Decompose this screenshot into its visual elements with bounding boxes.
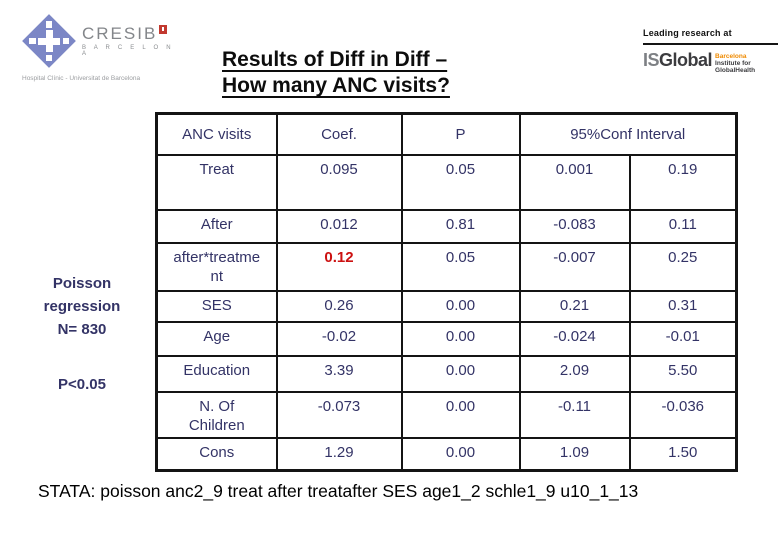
row-label: Treat: [155, 154, 278, 211]
ci-low-cell: 2.09: [518, 355, 631, 393]
model-label: Poisson regression: [43, 275, 121, 315]
ci-high-cell: 1.50: [628, 437, 738, 471]
stata-command: STATA: poisson anc2_9 treat after treata…: [38, 481, 639, 501]
table-row: SES 0.26 0.00 0.21 0.31: [155, 290, 738, 323]
isglobal-institute-line1: Institute for: [715, 60, 751, 67]
isglobal-logo: ISGlobal Barcelona Institute for GlobalH…: [643, 50, 780, 74]
p-cell: 0.00: [400, 391, 521, 439]
row-label: Cons: [155, 437, 278, 471]
p-cell: 0.00: [400, 290, 521, 323]
row-label: After: [155, 209, 278, 244]
pvalue-label: P<0.05: [58, 376, 106, 393]
p-cell: 0.81: [400, 209, 521, 244]
header-anc-visits: ANC visits: [155, 112, 278, 156]
table-row: After 0.012 0.81 -0.083 0.11: [155, 209, 738, 244]
coef-cell: 3.39: [275, 355, 403, 393]
isglobal-global: Global: [659, 50, 713, 70]
table-row: N. Of Children -0.073 0.00 -0.11 -0.036: [155, 391, 738, 439]
ci-high-cell: 0.19: [628, 154, 738, 211]
ci-high-cell: 0.25: [628, 242, 738, 292]
row-label: SES: [155, 290, 278, 323]
ci-high-cell: -0.036: [628, 391, 738, 439]
table-row: after*treatme nt 0.12 0.05 -0.007 0.25: [155, 242, 738, 292]
coef-cell: -0.02: [275, 321, 403, 357]
table-row: Treat 0.095 0.05 0.001 0.19: [155, 154, 738, 211]
ci-low-cell: -0.11: [518, 391, 631, 439]
header-coef: Coef.: [275, 112, 403, 156]
row-label: N. Of Children: [155, 391, 278, 439]
isglobal-is: IS: [643, 50, 660, 70]
cresib-mark-icon: [159, 25, 168, 34]
regression-annotation: Poisson regression N= 830 P<0.05: [18, 272, 146, 396]
ci-low-cell: 0.001: [518, 154, 631, 211]
row-label: Age: [155, 321, 278, 357]
p-cell: 0.00: [400, 321, 521, 357]
coef-cell: 0.012: [275, 209, 403, 244]
ci-high-cell: 0.11: [628, 209, 738, 244]
cresib-diamond-icon: [22, 14, 76, 68]
leading-research-label: Leading research at: [643, 28, 732, 38]
cresib-city: B A R C E L O N A: [82, 45, 174, 57]
divider-line: [643, 43, 778, 45]
coef-cell: 1.29: [275, 437, 403, 471]
ci-low-cell: 1.09: [518, 437, 631, 471]
cresib-subtitle: Hospital Clínic - Universitat de Barcelo…: [22, 75, 141, 82]
table-header-row: ANC visits Coef. P 95%Conf Interval: [155, 112, 738, 156]
isglobal-institute-line2: GlobalHealth: [715, 67, 756, 74]
ci-low-cell: 0.21: [518, 290, 631, 323]
row-label: after*treatme nt: [155, 242, 278, 292]
ci-low-cell: -0.024: [518, 321, 631, 357]
title-line1: Results of Diff in Diff –: [222, 48, 448, 71]
table-row: Age -0.02 0.00 -0.024 -0.01: [155, 321, 738, 357]
ci-high-cell: -0.01: [628, 321, 738, 357]
p-cell: 0.05: [400, 154, 521, 211]
page-title: Results of Diff in Diff – How many ANC v…: [222, 47, 450, 99]
p-cell: 0.00: [400, 355, 521, 393]
ci-low-cell: -0.083: [518, 209, 631, 244]
header-p: P: [400, 112, 521, 156]
ci-high-cell: 5.50: [628, 355, 738, 393]
ci-low-cell: -0.007: [518, 242, 631, 292]
coef-cell: 0.095: [275, 154, 403, 211]
ci-high-cell: 0.31: [628, 290, 738, 323]
p-cell: 0.05: [400, 242, 521, 292]
header-conf-interval: 95%Conf Interval: [518, 112, 738, 156]
isglobal-barcelona: Barcelona: [715, 53, 747, 60]
p-cell: 0.00: [400, 437, 521, 471]
table-row: Cons 1.29 0.00 1.09 1.50: [155, 437, 738, 471]
coef-cell: -0.073: [275, 391, 403, 439]
table-row: Education 3.39 0.00 2.09 5.50: [155, 355, 738, 393]
row-label: Education: [155, 355, 278, 393]
results-table: ANC visits Coef. P 95%Conf Interval Trea…: [155, 112, 738, 472]
cresib-name: CRESIB: [82, 24, 158, 43]
sample-size-label: N= 830: [57, 321, 107, 338]
isglobal-block: Leading research at ISGlobal Barcelona I…: [643, 28, 780, 74]
coef-cell-highlighted: 0.12: [275, 242, 403, 292]
title-line2: How many ANC visits?: [222, 74, 450, 97]
cresib-logo: CRESIB B A R C E L O N A Hospital Clínic…: [22, 14, 182, 82]
coef-cell: 0.26: [275, 290, 403, 323]
